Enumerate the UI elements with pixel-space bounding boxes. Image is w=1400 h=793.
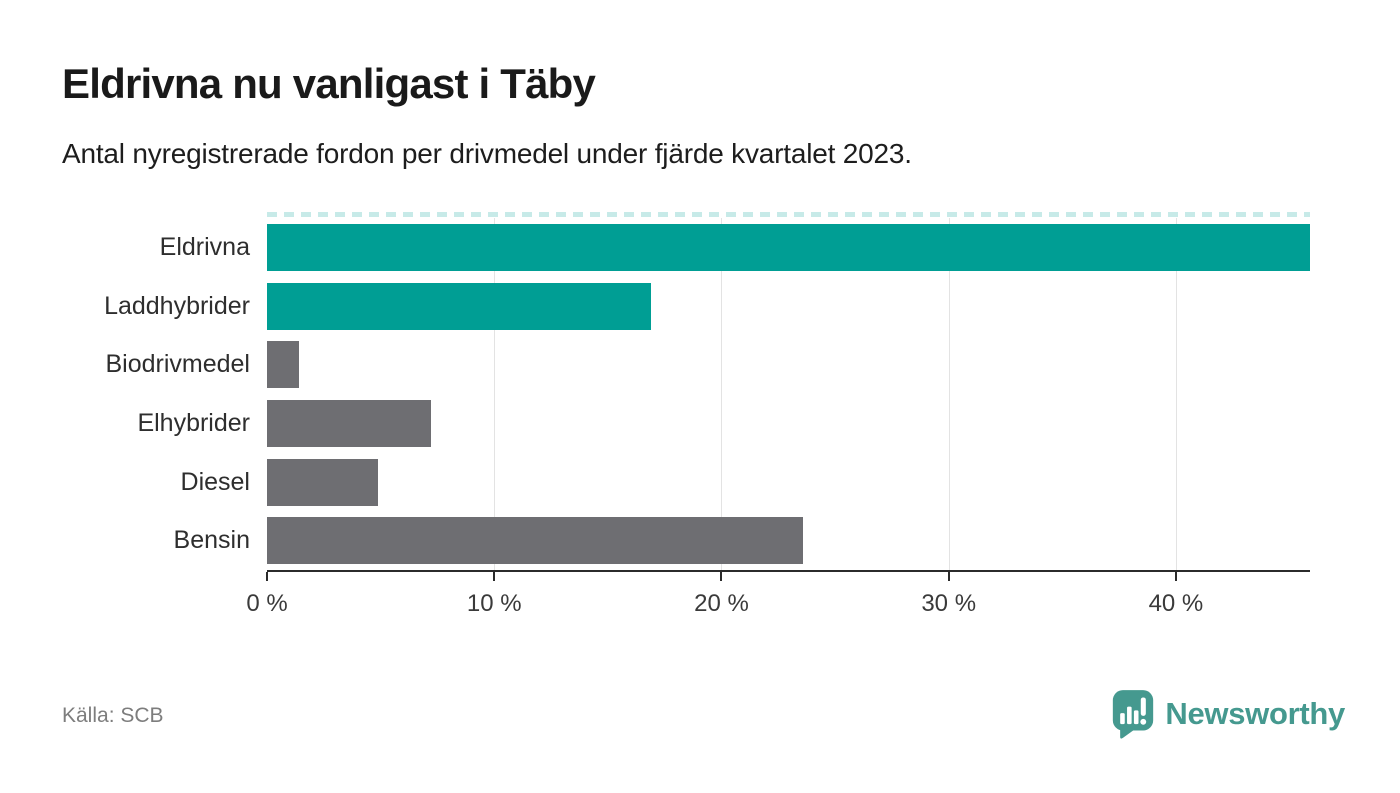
gridline (721, 218, 723, 570)
x-axis-tick-label: 40 % (1148, 590, 1204, 617)
x-axis-tick (947, 572, 950, 581)
source-text: Källa: SCB (62, 704, 164, 727)
x-axis-tick (1174, 572, 1177, 581)
category-label: Eldrivna (159, 233, 250, 261)
newsworthy-logo: Newsworthy (1111, 688, 1345, 740)
bar-diesel (267, 459, 379, 506)
x-axis-tick-label: 20 % (694, 590, 749, 617)
bar-biodrivmedel (267, 341, 299, 388)
x-axis-tick-label: 10 % (466, 590, 522, 617)
category-label: Laddhybrider (104, 292, 250, 320)
plot-area: Eldrivna Laddhybrider Biodrivmedel Elhybrid… (104, 212, 1310, 617)
x-axis-tick (266, 572, 268, 581)
category-label: Diesel (180, 468, 250, 496)
gridline (948, 218, 950, 570)
category-label: Bensin (173, 526, 250, 554)
page-title: Eldrivna nu vanligast i Täby (62, 60, 596, 107)
category-label: Biodrivmedel (105, 350, 250, 378)
bar-bensin (267, 517, 804, 564)
page-subtitle: Antal nyregistrerade fordon per drivmede… (62, 138, 912, 169)
bar-elhybrider (267, 400, 431, 447)
bar-chart-bubble-icon (1111, 688, 1155, 740)
bar-laddhybrider (267, 283, 652, 330)
bar-eldrivna (267, 224, 1310, 271)
gridline (1175, 218, 1177, 570)
x-axis-tick (720, 572, 723, 581)
gridline (494, 218, 496, 570)
x-axis-tick-label: 30 % (921, 590, 977, 617)
x-axis-tick-label: 0 % (246, 590, 288, 617)
newsworthy-wordmark: Newsworthy (1165, 696, 1345, 731)
plot-top-dashed-line (267, 212, 1310, 217)
category-label: Elhybrider (137, 409, 250, 437)
x-axis-tick (493, 572, 496, 581)
